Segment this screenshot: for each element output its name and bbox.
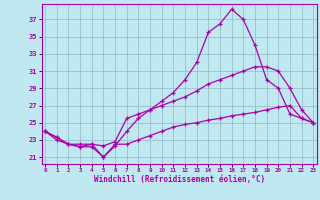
X-axis label: Windchill (Refroidissement éolien,°C): Windchill (Refroidissement éolien,°C) [94,175,265,184]
